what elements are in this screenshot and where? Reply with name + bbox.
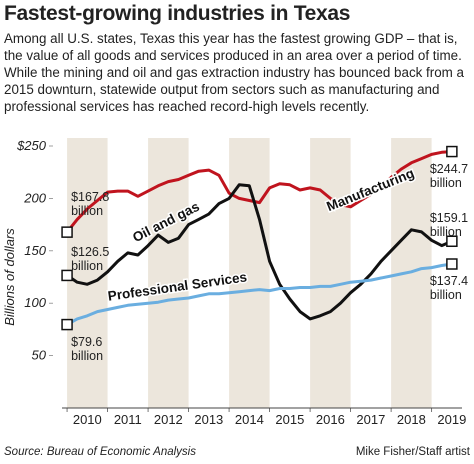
endpoint-marker [446, 258, 458, 270]
endpoint-marker [61, 226, 73, 238]
year-band [67, 138, 108, 408]
x-tick-label: 2019 [437, 412, 466, 427]
y-tick-label: 100 [24, 295, 46, 310]
series-line [65, 150, 453, 234]
year-band [310, 138, 351, 408]
chart-title: Fastest-growing industries in Texas [4, 2, 351, 25]
chart-subtitle: Among all U.S. states, Texas this year h… [4, 31, 465, 114]
y-tick-label: $250 [16, 138, 47, 153]
x-tick-label: 2017 [356, 412, 385, 427]
value-label: $167.8 billion [71, 190, 110, 219]
y-tick-label: 150 [24, 243, 46, 258]
x-tick-label: 2013 [194, 412, 223, 427]
x-tick-label: 2010 [73, 412, 102, 427]
value-label: $159.1 billion [429, 211, 469, 240]
x-tick-label: 2012 [154, 412, 183, 427]
value-label: $244.7 billion [429, 161, 469, 190]
value-label: $126.5 billion [71, 245, 110, 274]
endpoint-marker [446, 145, 458, 158]
x-tick-label: 2016 [316, 412, 345, 427]
x-tick-label: 2018 [397, 412, 426, 427]
value-label: $137.4 billion [429, 274, 469, 302]
series-line [66, 183, 453, 321]
endpoint-marker [446, 235, 458, 248]
series-line [66, 262, 453, 326]
source: Source: Bureau of Economic Analysis [4, 446, 196, 458]
endpoint-marker [61, 318, 73, 331]
endpoint-marker [61, 269, 73, 282]
value-label: $79.6 billion [71, 334, 104, 363]
x-tick-label: 2015 [275, 412, 304, 427]
y-axis-label: Billions of dollars [2, 228, 17, 326]
y-tick-label: 50 [32, 348, 47, 363]
y-tick-label: 200 [23, 190, 46, 205]
year-band [229, 138, 270, 408]
x-tick-label: 2011 [114, 412, 142, 427]
credit: Mike Fisher/Staff artist [355, 446, 470, 458]
x-tick-label: 2014 [235, 412, 264, 427]
